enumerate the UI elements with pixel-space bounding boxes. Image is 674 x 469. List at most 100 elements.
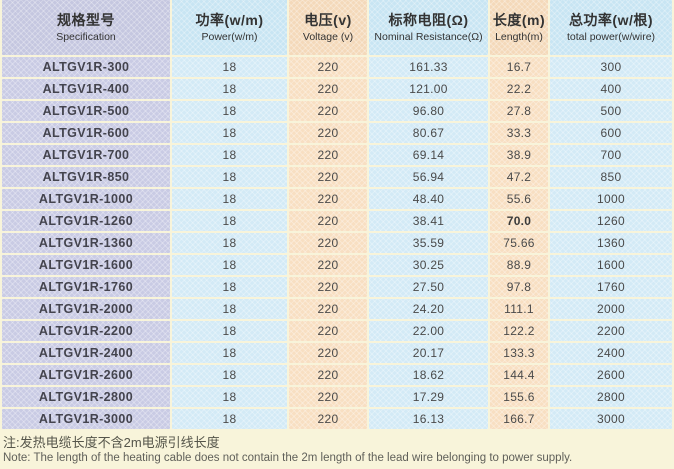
- header-specification-zh: 规格型号: [57, 11, 115, 28]
- cell-voltage: 220: [289, 57, 367, 77]
- cell-length: 33.3: [490, 123, 548, 143]
- cell-power: 18: [172, 321, 287, 341]
- header-power-en: Power(w/m): [201, 30, 258, 43]
- cell-voltage: 220: [289, 79, 367, 99]
- cell-voltage: 220: [289, 387, 367, 407]
- cell-total_power: 1600: [550, 255, 672, 275]
- header-length-zh: 长度(m): [492, 11, 546, 28]
- cell-model: ALTGV1R-3000: [2, 409, 170, 429]
- cell-resistance: 30.25: [369, 255, 488, 275]
- header-resistance: 标称电阻(Ω) Nominal Resistance(Ω): [369, 0, 488, 55]
- cell-total_power: 400: [550, 79, 672, 99]
- cell-power: 18: [172, 299, 287, 319]
- header-voltage: 电压(v) Voltage (v): [289, 0, 367, 55]
- header-resistance-zh: 标称电阻(Ω): [388, 11, 469, 28]
- cell-power: 18: [172, 233, 287, 253]
- cell-power: 18: [172, 277, 287, 297]
- cell-resistance: 35.59: [369, 233, 488, 253]
- cell-voltage: 220: [289, 365, 367, 385]
- cell-voltage: 220: [289, 233, 367, 253]
- cell-length: 88.9: [490, 255, 548, 275]
- cell-model: ALTGV1R-2400: [2, 343, 170, 363]
- cell-resistance: 18.62: [369, 365, 488, 385]
- cell-voltage: 220: [289, 321, 367, 341]
- footnotes: 注:发热电缆长度不含2m电源引线长度 Note: The length of t…: [0, 429, 674, 465]
- cell-length: 155.6: [490, 387, 548, 407]
- header-voltage-zh: 电压(v): [304, 11, 352, 28]
- cell-model: ALTGV1R-1000: [2, 189, 170, 209]
- cell-total_power: 1760: [550, 277, 672, 297]
- cell-total_power: 850: [550, 167, 672, 187]
- cell-total_power: 1360: [550, 233, 672, 253]
- header-power-zh: 功率(w/m): [195, 11, 264, 28]
- cell-power: 18: [172, 365, 287, 385]
- cell-power: 18: [172, 79, 287, 99]
- cell-voltage: 220: [289, 299, 367, 319]
- cell-model: ALTGV1R-300: [2, 57, 170, 77]
- cell-power: 18: [172, 189, 287, 209]
- cell-model: ALTGV1R-400: [2, 79, 170, 99]
- cell-resistance: 80.67: [369, 123, 488, 143]
- cell-length: 16.7: [490, 57, 548, 77]
- note-chinese: 注:发热电缆长度不含2m电源引线长度: [3, 435, 220, 450]
- cell-model: ALTGV1R-500: [2, 101, 170, 121]
- cell-length: 111.1: [490, 299, 548, 319]
- cell-total_power: 2000: [550, 299, 672, 319]
- cell-total_power: 700: [550, 145, 672, 165]
- cell-total_power: 600: [550, 123, 672, 143]
- cell-power: 18: [172, 409, 287, 429]
- cell-power: 18: [172, 57, 287, 77]
- cell-length: 27.8: [490, 101, 548, 121]
- cell-model: ALTGV1R-850: [2, 167, 170, 187]
- cell-resistance: 96.80: [369, 101, 488, 121]
- cell-voltage: 220: [289, 255, 367, 275]
- cell-total_power: 2400: [550, 343, 672, 363]
- cell-length: 75.66: [490, 233, 548, 253]
- cell-resistance: 22.00: [369, 321, 488, 341]
- cell-voltage: 220: [289, 189, 367, 209]
- cell-total_power: 1000: [550, 189, 672, 209]
- cell-voltage: 220: [289, 123, 367, 143]
- cell-model: ALTGV1R-1260: [2, 211, 170, 231]
- cell-length: 47.2: [490, 167, 548, 187]
- cell-resistance: 17.29: [369, 387, 488, 407]
- cell-voltage: 220: [289, 145, 367, 165]
- cell-length: 70.0: [490, 211, 548, 231]
- header-length: 长度(m) Length(m): [490, 0, 548, 55]
- cell-length: 38.9: [490, 145, 548, 165]
- cell-resistance: 27.50: [369, 277, 488, 297]
- cell-resistance: 56.94: [369, 167, 488, 187]
- cell-voltage: 220: [289, 167, 367, 187]
- header-total-power: 总功率(w/根) total power(w/wire): [550, 0, 672, 55]
- cell-total_power: 1260: [550, 211, 672, 231]
- cell-power: 18: [172, 343, 287, 363]
- cell-length: 144.4: [490, 365, 548, 385]
- cell-resistance: 48.40: [369, 189, 488, 209]
- cell-model: ALTGV1R-1360: [2, 233, 170, 253]
- cell-length: 133.3: [490, 343, 548, 363]
- cell-voltage: 220: [289, 409, 367, 429]
- cell-power: 18: [172, 123, 287, 143]
- cell-power: 18: [172, 387, 287, 407]
- cell-length: 166.7: [490, 409, 548, 429]
- cell-length: 55.6: [490, 189, 548, 209]
- cell-power: 18: [172, 101, 287, 121]
- header-length-en: Length(m): [495, 30, 543, 43]
- cell-total_power: 2200: [550, 321, 672, 341]
- cell-voltage: 220: [289, 101, 367, 121]
- spec-table: 规格型号 Specification 功率(w/m) Power(w/m) 电压…: [0, 0, 674, 429]
- cell-resistance: 16.13: [369, 409, 488, 429]
- cell-resistance: 20.17: [369, 343, 488, 363]
- header-total-power-zh: 总功率(w/根): [568, 11, 654, 28]
- cell-total_power: 300: [550, 57, 672, 77]
- cell-voltage: 220: [289, 211, 367, 231]
- cell-model: ALTGV1R-2600: [2, 365, 170, 385]
- cell-total_power: 2800: [550, 387, 672, 407]
- note-english: Note: The length of the heating cable do…: [3, 452, 573, 464]
- cell-total_power: 2600: [550, 365, 672, 385]
- cell-total_power: 500: [550, 101, 672, 121]
- header-specification: 规格型号 Specification: [2, 0, 170, 55]
- cell-total_power: 3000: [550, 409, 672, 429]
- cell-power: 18: [172, 167, 287, 187]
